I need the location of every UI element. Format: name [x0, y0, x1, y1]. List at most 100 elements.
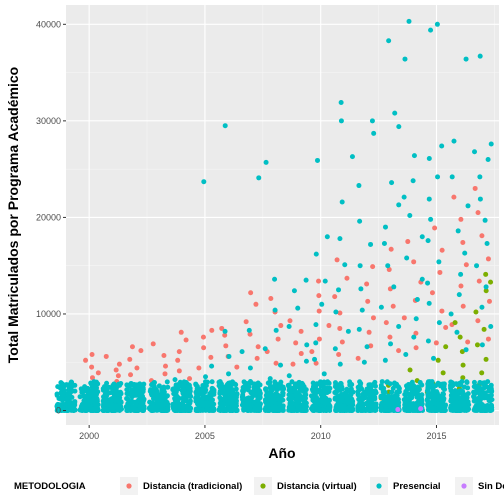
- data-point-distancia-tradicional: [401, 315, 407, 321]
- data-point-presencial: [441, 383, 447, 389]
- data-point-presencial: [426, 156, 432, 162]
- data-point-presencial: [106, 384, 112, 390]
- data-point-presencial: [392, 110, 398, 116]
- data-point-presencial: [472, 397, 478, 403]
- data-point-distancia-tradicional: [138, 348, 144, 354]
- y-axis-title: Total Matriculados por Programa Académic…: [5, 67, 21, 363]
- data-point-distancia-tradicional: [95, 370, 101, 376]
- data-point-presencial: [327, 403, 333, 409]
- data-point-presencial: [367, 393, 373, 399]
- data-point-presencial: [296, 398, 302, 404]
- data-point-presencial: [256, 175, 262, 181]
- data-point-distancia-tradicional: [316, 293, 322, 299]
- data-point-distancia-tradicional: [316, 278, 322, 284]
- data-point-presencial: [217, 407, 223, 413]
- data-point-distancia-tradicional: [472, 185, 478, 191]
- data-point-distancia-tradicional: [405, 239, 411, 245]
- data-point-presencial: [380, 389, 386, 395]
- data-point-presencial: [411, 334, 417, 340]
- data-point-presencial: [293, 381, 299, 387]
- data-point-presencial: [426, 300, 432, 306]
- data-point-presencial: [79, 387, 85, 393]
- data-point-presencial: [346, 388, 352, 394]
- data-point-presencial: [387, 394, 393, 400]
- data-point-distancia-tradicional: [386, 267, 392, 273]
- data-point-presencial: [432, 393, 438, 399]
- data-point-presencial: [136, 383, 142, 389]
- data-point-presencial: [333, 309, 339, 315]
- data-point-presencial: [313, 251, 319, 257]
- data-point-distancia-tradicional: [255, 344, 261, 350]
- data-point-presencial: [366, 389, 372, 395]
- data-point-presencial: [454, 329, 460, 335]
- data-point-presencial: [336, 287, 342, 293]
- data-point-presencial: [429, 379, 435, 385]
- data-point-presencial: [207, 397, 213, 403]
- data-point-presencial: [419, 382, 425, 388]
- data-point-presencial: [338, 100, 344, 106]
- data-point-presencial: [278, 393, 284, 399]
- data-point-distancia-tradicional: [439, 308, 445, 314]
- data-point-presencial: [243, 401, 249, 407]
- data-point-presencial: [151, 380, 157, 386]
- data-point-presencial: [292, 392, 298, 398]
- data-point-presencial: [225, 400, 231, 406]
- data-point-distancia-tradicional: [451, 194, 457, 200]
- minor-gridlines: [66, 5, 499, 425]
- data-point-distancia-tradicional: [316, 308, 322, 314]
- data-point-distancia-tradicional: [208, 354, 214, 360]
- data-point-presencial: [194, 397, 200, 403]
- data-point-presencial: [269, 387, 275, 393]
- data-point-presencial: [404, 383, 410, 389]
- data-point-presencial: [465, 203, 471, 209]
- data-point-presencial: [473, 407, 479, 413]
- data-point-presencial: [286, 324, 292, 330]
- data-point-distancia-tradicional: [365, 298, 371, 304]
- data-point-presencial: [321, 393, 327, 399]
- data-point-presencial: [472, 149, 478, 155]
- data-point-presencial: [439, 396, 445, 402]
- data-point-presencial: [482, 406, 488, 412]
- data-point-distancia-virtual: [483, 271, 489, 277]
- data-point-presencial: [58, 396, 64, 402]
- data-point-presencial: [226, 380, 232, 386]
- data-point-presencial: [304, 342, 310, 348]
- data-point-distancia-tradicional: [176, 368, 182, 374]
- data-point-presencial: [465, 385, 471, 391]
- data-point-presencial: [135, 408, 141, 414]
- data-point-presencial: [89, 390, 95, 396]
- x-axis-ticks: 2000 2005 2010 2015: [79, 425, 446, 441]
- data-point-distancia-virtual: [407, 367, 413, 373]
- data-point-presencial: [412, 389, 418, 395]
- y-tick-label: 30000: [36, 116, 61, 126]
- data-point-presencial: [312, 356, 318, 362]
- data-point-distancia-virtual: [459, 349, 465, 355]
- data-point-presencial: [301, 398, 307, 404]
- data-point-presencial: [414, 394, 420, 400]
- data-point-presencial: [173, 382, 179, 388]
- data-point-presencial: [180, 387, 186, 393]
- data-point-distancia-tradicional: [429, 290, 435, 296]
- data-point-presencial: [471, 379, 477, 385]
- data-point-presencial: [226, 353, 232, 359]
- data-point-presencial: [272, 379, 278, 385]
- data-point-presencial: [313, 322, 319, 328]
- data-point-presencial: [313, 383, 319, 389]
- data-point-presencial: [101, 402, 107, 408]
- data-point-presencial: [278, 362, 284, 368]
- data-point-presencial: [477, 196, 483, 202]
- data-point-presencial: [391, 393, 397, 399]
- data-point-presencial: [55, 403, 61, 409]
- data-point-presencial: [451, 395, 457, 401]
- legend-label-distancia-virtual: Distancia (virtual): [277, 481, 357, 492]
- data-point-presencial: [82, 384, 88, 390]
- data-point-presencial: [337, 401, 343, 407]
- data-point-presencial: [458, 382, 464, 388]
- data-point-presencial: [359, 307, 365, 313]
- data-point-presencial: [381, 240, 387, 246]
- data-point-presencial: [335, 397, 341, 403]
- data-point-presencial: [431, 397, 437, 403]
- data-point-presencial: [89, 407, 95, 413]
- data-point-presencial: [310, 397, 316, 403]
